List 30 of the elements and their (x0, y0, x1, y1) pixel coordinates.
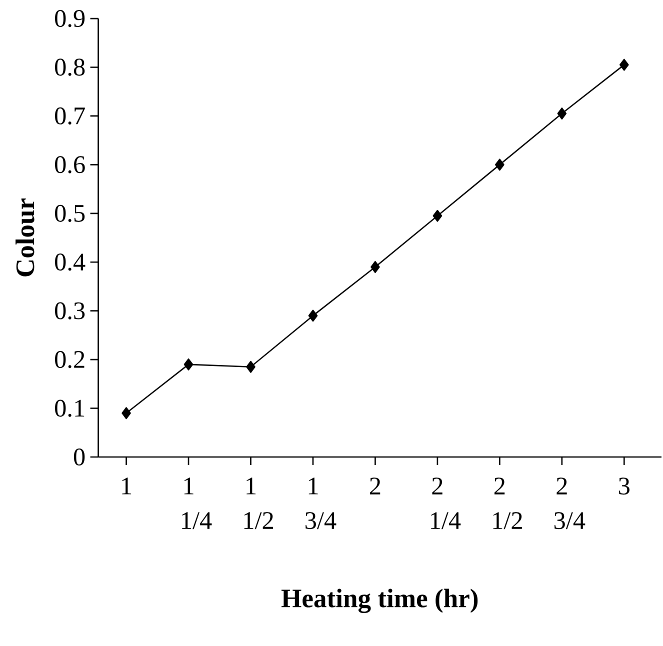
y-tick-label: 0.3 (55, 302, 85, 320)
point (495, 158, 504, 171)
point (370, 261, 380, 273)
x-tick-label: 2 1/4 (431, 478, 461, 530)
y-axis-title: Colour (16, 198, 34, 276)
x-tick-label: 1 3/4 (306, 478, 336, 530)
y-tick-label: 0.1 (55, 400, 84, 417)
y-tick-label: 0.8 (55, 58, 85, 76)
point (184, 358, 194, 370)
point (246, 360, 256, 373)
y-tick-label: 0.7 (55, 107, 85, 125)
x-tick-label: 1 1/4 (182, 478, 212, 530)
point (122, 407, 131, 420)
x-tick-label: 2 1/2 (493, 478, 522, 530)
point (432, 210, 442, 222)
x-tick-label: 1 (122, 478, 132, 494)
point (308, 310, 318, 322)
x-tick-label: 2 (370, 478, 380, 494)
y-tick-label: 0.6 (55, 156, 85, 174)
y-tick-label: 0.5 (55, 204, 85, 222)
point (619, 58, 629, 71)
point (557, 108, 567, 120)
x-tick-label: 1 1/2 (244, 478, 273, 530)
y-tick-label: 0.2 (55, 350, 84, 368)
y-tick-label: 0.4 (55, 254, 86, 271)
y-tick-label: 0.9 (55, 10, 85, 28)
x-axis-title: Heating time (hr) (281, 588, 478, 614)
x-tick-label: 3 (619, 478, 630, 495)
y-tick-label: 0 (74, 448, 85, 466)
x-tick-label: 2 3/4 (554, 478, 586, 530)
